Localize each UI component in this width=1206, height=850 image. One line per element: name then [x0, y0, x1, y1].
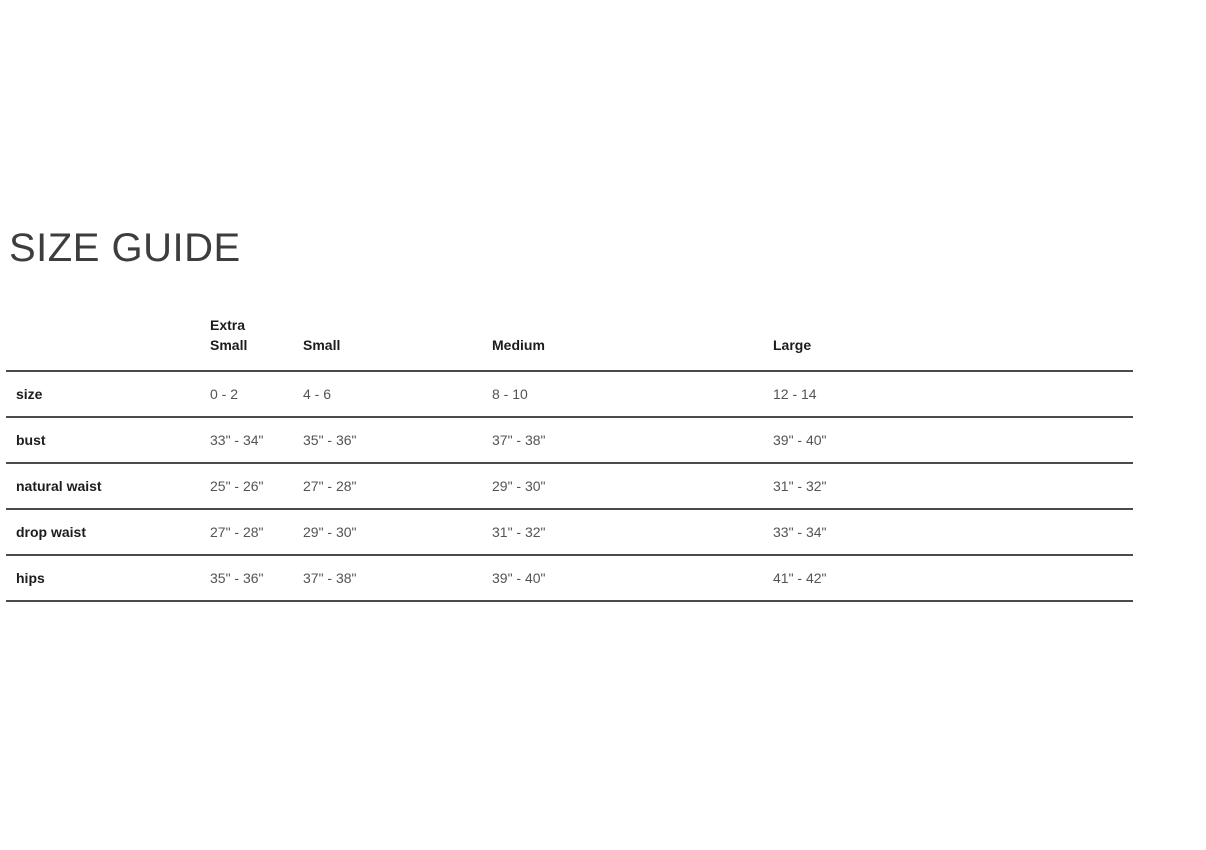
row-label-hips: hips [6, 555, 200, 602]
table-row-natural-waist: natural waist 25" - 26" 27" - 28" 29" - … [6, 463, 1133, 510]
table-row-hips: hips 35" - 36" 37" - 38" 39" - 40" 41" -… [6, 555, 1133, 602]
cell-size-medium: 8 - 10 [482, 371, 763, 418]
row-label-drop-waist: drop waist [6, 509, 200, 556]
column-header-extra-small: Extra Small [200, 313, 293, 372]
table-row-bust: bust 33" - 34" 35" - 36" 37" - 38" 39" -… [6, 417, 1133, 464]
cell-bust-extra-small: 33" - 34" [200, 417, 293, 464]
cell-hips-small: 37" - 38" [293, 555, 482, 602]
cell-bust-medium: 37" - 38" [482, 417, 763, 464]
size-guide-table: Extra Small Small Medium Large size 0 - … [6, 313, 1133, 602]
cell-natural-waist-medium: 29" - 30" [482, 463, 763, 510]
cell-hips-extra-small: 35" - 36" [200, 555, 293, 602]
column-header-blank [6, 313, 200, 372]
cell-drop-waist-medium: 31" - 32" [482, 509, 763, 556]
cell-bust-small: 35" - 36" [293, 417, 482, 464]
cell-drop-waist-extra-small: 27" - 28" [200, 509, 293, 556]
cell-drop-waist-small: 29" - 30" [293, 509, 482, 556]
table-row-drop-waist: drop waist 27" - 28" 29" - 30" 31" - 32"… [6, 509, 1133, 556]
cell-natural-waist-extra-small: 25" - 26" [200, 463, 293, 510]
column-header-large: Large [763, 313, 1133, 372]
column-header-medium: Medium [482, 313, 763, 372]
column-header-small: Small [293, 313, 482, 372]
table-header-row: Extra Small Small Medium Large [6, 313, 1133, 372]
cell-size-large: 12 - 14 [763, 371, 1133, 418]
row-label-size: size [6, 371, 200, 418]
page-title: SIZE GUIDE [9, 226, 241, 270]
cell-size-small: 4 - 6 [293, 371, 482, 418]
row-label-bust: bust [6, 417, 200, 464]
row-label-natural-waist: natural waist [6, 463, 200, 510]
cell-natural-waist-large: 31" - 32" [763, 463, 1133, 510]
cell-hips-medium: 39" - 40" [482, 555, 763, 602]
cell-natural-waist-small: 27" - 28" [293, 463, 482, 510]
cell-hips-large: 41" - 42" [763, 555, 1133, 602]
cell-bust-large: 39" - 40" [763, 417, 1133, 464]
table-row-size: size 0 - 2 4 - 6 8 - 10 12 - 14 [6, 371, 1133, 418]
cell-size-extra-small: 0 - 2 [200, 371, 293, 418]
cell-drop-waist-large: 33" - 34" [763, 509, 1133, 556]
